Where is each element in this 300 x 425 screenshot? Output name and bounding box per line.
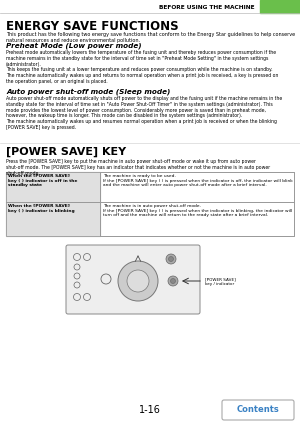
Text: When the [POWER SAVE]
key ( ) indicator is blinking: When the [POWER SAVE] key ( ) indicator … xyxy=(8,204,75,212)
Text: 1-16: 1-16 xyxy=(139,405,161,415)
FancyBboxPatch shape xyxy=(222,400,294,420)
Text: The machine is in auto power shut-off mode.
If the [POWER SAVE] key ( ) is press: The machine is in auto power shut-off mo… xyxy=(103,204,292,217)
Circle shape xyxy=(170,278,175,283)
Text: ENERGY SAVE FUNCTIONS: ENERGY SAVE FUNCTIONS xyxy=(6,20,178,33)
Bar xyxy=(6,202,100,236)
Bar xyxy=(6,172,294,236)
Text: When the [POWER SAVE]
key ( ) indicator is off in the
standby state: When the [POWER SAVE] key ( ) indicator … xyxy=(8,174,77,187)
Circle shape xyxy=(127,270,149,292)
Text: Contents: Contents xyxy=(237,405,279,414)
Text: [POWER SAVE] KEY: [POWER SAVE] KEY xyxy=(6,147,126,157)
Circle shape xyxy=(168,276,178,286)
Text: This product has the following two energy save functions that conform to the Ene: This product has the following two energ… xyxy=(6,32,295,43)
Bar xyxy=(260,0,300,13)
Text: Auto power shut-off mode automatically shuts off power to the display and the fu: Auto power shut-off mode automatically s… xyxy=(6,96,282,130)
Bar xyxy=(6,172,294,236)
Text: [POWER SAVE]
key / indicator: [POWER SAVE] key / indicator xyxy=(205,277,236,286)
Circle shape xyxy=(166,254,176,264)
Text: Auto power shut-off mode (Sleep mode): Auto power shut-off mode (Sleep mode) xyxy=(6,88,170,95)
Text: Preheat mode automatically lowers the temperature of the fusing unit and thereby: Preheat mode automatically lowers the te… xyxy=(6,50,278,84)
Circle shape xyxy=(118,261,158,301)
Bar xyxy=(6,172,100,202)
Text: BEFORE USING THE MACHINE: BEFORE USING THE MACHINE xyxy=(159,5,255,9)
Text: Press the [POWER SAVE] key to put the machine in auto power shut-off mode or wak: Press the [POWER SAVE] key to put the ma… xyxy=(6,159,270,176)
FancyBboxPatch shape xyxy=(66,245,200,314)
Text: The machine is ready to be used.
If the [POWER SAVE] key ( ) is pressed when the: The machine is ready to be used. If the … xyxy=(103,174,293,187)
Circle shape xyxy=(169,257,173,261)
Text: Preheat Mode (Low power mode): Preheat Mode (Low power mode) xyxy=(6,42,142,48)
